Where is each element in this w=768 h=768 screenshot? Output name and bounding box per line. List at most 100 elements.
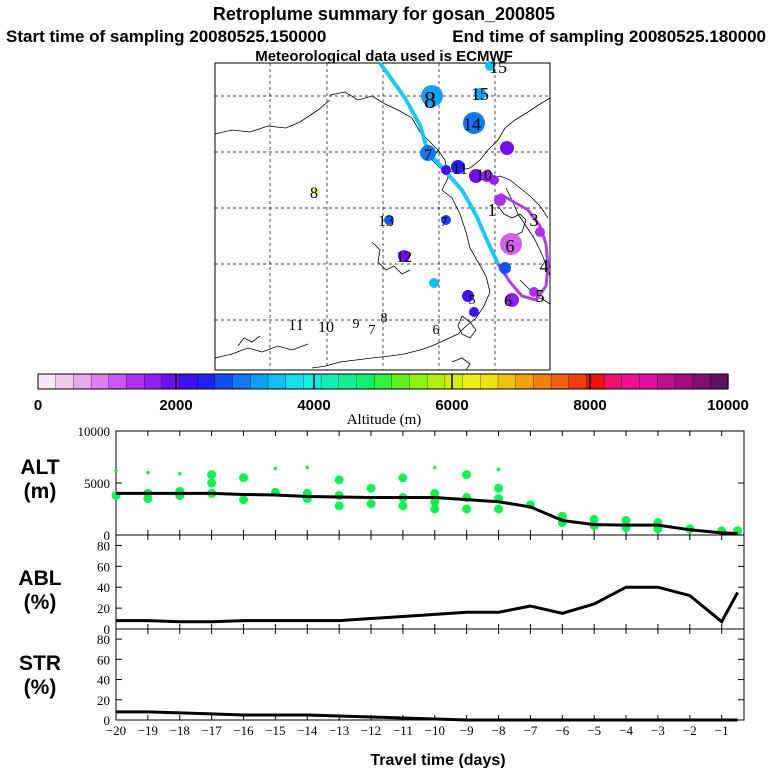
alt-yunit: (m) [24,480,57,503]
y-tick-label: 40 [97,673,110,688]
colorbar-swatch [515,373,535,390]
colorbar-swatch [550,373,570,390]
map-point-label: 6 [504,293,512,310]
coastline [371,241,411,275]
colorbar-swatch [73,373,92,390]
x-tick-label: −2 [683,723,697,738]
end-time: End time of sampling 20080525.180000 [452,27,766,46]
trajectory-point [429,278,439,288]
colorbar-swatch [126,373,145,390]
coastline [214,99,331,135]
colorbar-swatch [444,373,464,390]
map-point-label: 13 [378,213,394,230]
map-point-label: 4 [540,256,549,276]
y-tick-label: 40 [97,580,110,595]
x-tick-label: −11 [393,723,413,738]
trajectory-point [469,169,483,183]
coastline [487,175,549,219]
coastline [311,149,491,369]
y-tick-label: 0 [104,713,111,728]
x-tick-label: −9 [460,723,474,738]
str-frame [115,628,745,721]
map-point-label: 9 [353,317,360,332]
x-tick-label: −1 [715,723,729,738]
colorbar-swatch [267,373,287,390]
map-point-label: 7 [369,323,376,338]
map-point-label: 3 [530,210,539,230]
colorbar-tick-label: 0 [34,397,42,414]
map-point-label: 11 [288,317,303,334]
trajectory-point [313,189,319,195]
alt-scatter-point [143,494,153,504]
x-tick-label: −4 [619,723,633,738]
colorbar-swatch [161,373,181,390]
map-point-label: 14 [463,114,481,134]
colorbar-tick-label: 6000 [435,397,468,414]
trajectory-point [469,307,479,317]
map-gridlines [215,63,550,370]
alt-scatter-point [398,473,408,483]
x-tick-label: −18 [170,723,190,738]
trajectory-point [489,175,499,185]
alt-scatter-point [366,483,376,493]
y-tick-label: 0 [104,622,111,637]
alt-scatter-point [430,497,440,507]
map-point-label: 12 [396,249,412,266]
alt-panel: 0 5000 10000 [78,424,745,543]
colorbar-swatch [674,373,694,390]
map-point-label: 7 [441,215,448,230]
title-line: Retroplume summary for gosan_200805 [213,4,555,24]
colorbar-swatch [710,373,729,390]
coastline [329,91,551,173]
colorbar-label: Altitude (m) [347,412,422,428]
alt-scatter-point [207,478,217,488]
x-tick-label: −19 [138,723,158,738]
colorbar-swatch [250,373,269,390]
alt-scatter-point [432,465,437,470]
colorbar-tick-label: 10000 [707,397,749,414]
trajectory-point [463,112,485,134]
alt-scatter-point [334,475,344,485]
map-point-label: 10 [318,319,334,336]
alt-scatter-point [430,504,440,514]
colorbar-swatch [285,373,305,390]
trajectory [313,61,550,317]
abl-panel: 0 20 40 60 80 [97,534,745,637]
colorbar-swatch [108,373,128,390]
abl-yunit: (%) [24,591,57,614]
colorbar-swatch [533,373,552,390]
alt-scatter-point [334,490,344,500]
colorbar-swatch [90,373,110,390]
alt-scatter-point [496,467,501,472]
alt-scatter-point [462,504,472,514]
map-point-label: 7 [424,147,432,164]
colorbar-tick-label: 8000 [573,397,606,414]
x-axis-label: Travel time (days) [370,752,505,768]
map-point-label: 1 [488,200,497,220]
map-point-label: 11 [452,161,467,178]
colorbar-swatch [639,373,658,390]
str-yunit: (%) [24,676,57,699]
colorbar-frame [37,373,729,390]
map-point-label: 5 [536,286,545,306]
altitude-colorbar: 0 2000 4000 6000 8000 10000 [34,373,749,414]
alt-scatter-point [366,499,376,509]
colorbar-tick-label: 4000 [297,397,330,414]
colorbar-tick-label: 2000 [159,397,192,414]
x-tick-label: −10 [425,723,445,738]
alt-scatter-point [494,504,504,514]
x-tick-label: −20 [106,723,126,738]
str-ylabel: STR [19,652,61,675]
met-data: Meteorological data used is ECMWF [255,48,513,65]
y-tick-label: 5000 [84,476,110,491]
colorbar-swatch [356,373,375,390]
y-tick-label: 20 [97,601,110,616]
colorbar-swatch [338,373,358,390]
colorbar-swatch [179,373,198,390]
coastline [237,335,261,347]
map-point-label: 8 [310,185,318,202]
colorbar-swatch [197,373,216,390]
